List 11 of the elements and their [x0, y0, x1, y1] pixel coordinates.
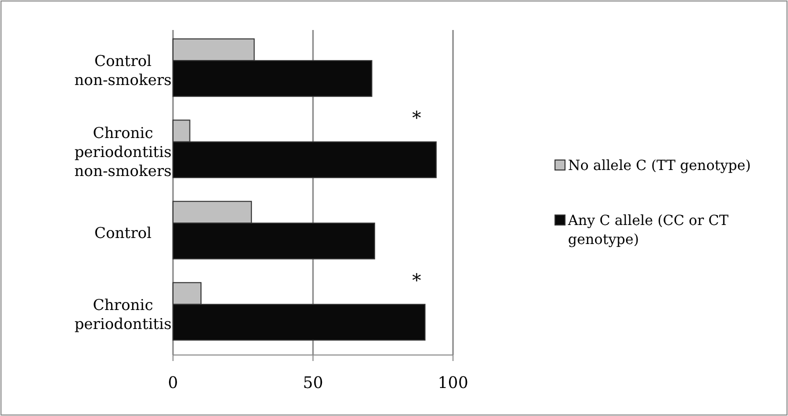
x-tick-label: 50 — [302, 373, 324, 392]
legend-label: No allele C (TT genotype) — [568, 158, 751, 174]
x-tick-label: 0 — [168, 373, 178, 392]
annotation: * — [412, 108, 422, 130]
y-tick-label: Chronic periodontitis non-smokers — [74, 124, 172, 180]
y-tick-label: Chronic periodontitis — [74, 296, 172, 333]
legend-label: Any C allele (CC or CT genotype) — [567, 213, 730, 248]
annotation: * — [412, 270, 422, 292]
x-tick-label: 100 — [438, 373, 468, 392]
y-tick-label: Control non-smokers — [74, 52, 172, 90]
y-tick-label: Control — [94, 224, 152, 242]
